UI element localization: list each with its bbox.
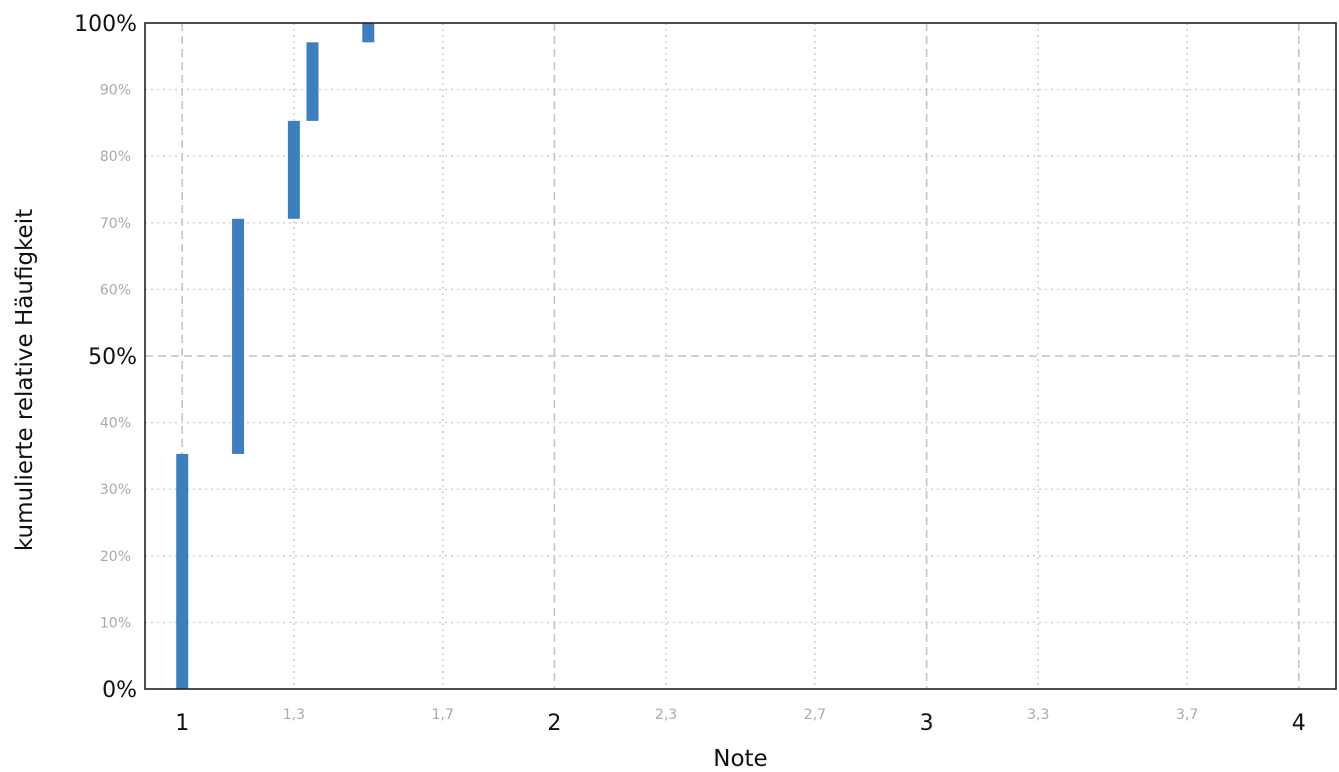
x-minor-tick-label: 1,3	[283, 707, 305, 723]
y-minor-tick-label: 80%	[100, 149, 131, 165]
x-minor-tick-label: 2,7	[804, 707, 826, 723]
x-tick-label: 4	[1292, 711, 1306, 736]
x-minor-tick-label: 3,3	[1027, 707, 1049, 723]
bar-2	[232, 218, 245, 454]
bar-4	[306, 42, 319, 121]
bars	[176, 23, 375, 689]
y-tick-label: 0%	[102, 678, 137, 703]
x-axis-title: Note	[713, 746, 767, 772]
x-minor-tick-label: 3,7	[1176, 707, 1198, 723]
y-minor-tick-label: 60%	[100, 282, 131, 298]
tick-labels: 1 2 3 4 1,3 1,7 2,3 2,7 3,3 3,7 0% 50% 100% 10% 20% 30%…	[74, 12, 1306, 736]
y-minor-tick-label: 30%	[100, 482, 131, 498]
y-minor-tick-label: 40%	[100, 416, 131, 432]
plot-frame	[144, 22, 1337, 690]
y-minor-tick-label: 20%	[100, 549, 131, 565]
y-tick-label: 50%	[88, 345, 137, 370]
x-tick-label: 2	[547, 711, 561, 736]
bar-3	[287, 120, 300, 219]
bar-5	[362, 23, 375, 43]
y-minor-tick-label: 70%	[100, 216, 131, 232]
x-minor-tick-label: 1,7	[432, 707, 454, 723]
grid-lines	[145, 23, 1336, 689]
y-tick-label: 100%	[74, 12, 137, 37]
x-tick-label: 3	[920, 711, 934, 736]
y-axis-title: kumulierte relative Häufigkeit	[12, 209, 38, 551]
x-minor-tick-label: 2,3	[655, 707, 677, 723]
y-minor-tick-label: 10%	[100, 615, 131, 631]
bar-1	[176, 453, 189, 689]
y-minor-tick-label: 90%	[100, 83, 131, 99]
x-tick-label: 1	[175, 711, 189, 736]
